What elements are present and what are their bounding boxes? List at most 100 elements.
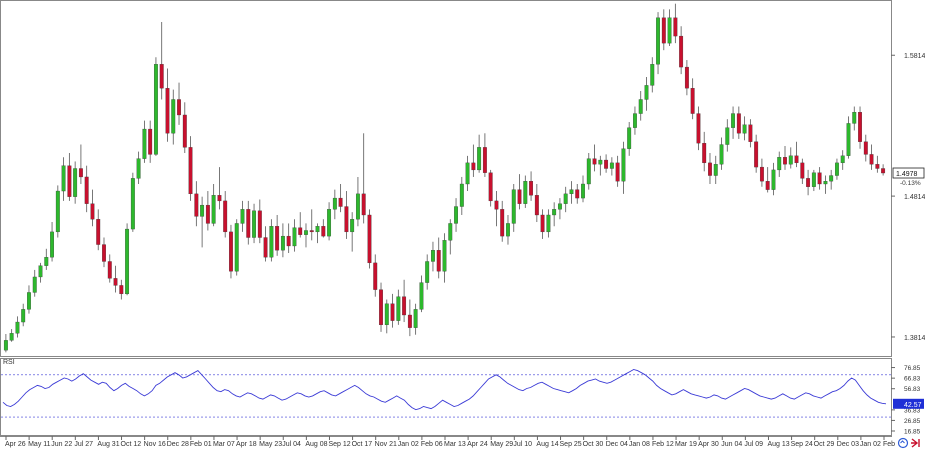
candle-up	[442, 240, 447, 272]
chart-shift-icon[interactable]	[911, 438, 920, 448]
time-tick-label: Jul 27	[74, 441, 93, 448]
auto-scroll-icon[interactable]	[897, 437, 909, 449]
time-tick-label: Oct 30	[583, 441, 604, 448]
time-tick-label: Feb 12	[652, 441, 674, 448]
candle-up	[638, 99, 643, 114]
candle-up	[431, 250, 435, 262]
candle-up	[731, 113, 736, 128]
time-tick-label: Jul 09	[744, 441, 763, 448]
candle-down	[488, 172, 493, 202]
price-change-label: -0.13%	[900, 180, 921, 187]
candle-down	[67, 165, 72, 197]
current-price-badge	[892, 167, 925, 179]
candle-down	[754, 141, 759, 168]
candle-down	[367, 214, 372, 264]
candle-up	[506, 223, 510, 237]
candle-down	[379, 289, 383, 326]
candle-up	[511, 189, 516, 224]
rsi-tick-label: 16.85	[904, 428, 921, 435]
candle-down	[748, 124, 753, 142]
candle-down	[783, 157, 787, 165]
candle-up	[211, 195, 216, 224]
candle-down	[309, 230, 314, 233]
candle-up	[777, 157, 782, 171]
candle-up	[44, 257, 49, 266]
candle-down	[679, 35, 684, 68]
candle-down	[517, 189, 522, 204]
candle-up	[3, 340, 8, 351]
time-tick-label: Jul 10	[513, 441, 532, 448]
rsi-line	[2, 369, 887, 411]
candle-up	[725, 127, 730, 145]
candle-up	[384, 303, 389, 326]
candle-down	[263, 237, 268, 258]
candle-down	[875, 164, 880, 169]
candle-down	[696, 113, 701, 144]
candle-up	[350, 219, 355, 233]
time-tick-label: Jul 04	[282, 441, 301, 448]
candle-up	[581, 183, 585, 199]
candle-down	[177, 99, 181, 116]
rsi-value-badge	[893, 398, 924, 409]
candle-up	[304, 230, 308, 235]
candle-up	[142, 128, 147, 159]
time-tick-label: Mar 19	[675, 441, 697, 448]
candle-down	[148, 128, 153, 155]
candle-up	[823, 181, 828, 185]
candle-down	[858, 112, 862, 142]
candle-down	[436, 250, 441, 272]
scroll-controls[interactable]	[897, 437, 920, 449]
candle-up	[633, 113, 637, 128]
candle-up	[563, 193, 568, 204]
time-tick-label: Feb 06	[421, 441, 443, 448]
candle-down	[817, 172, 822, 185]
time-tick-label: Apr 30	[698, 441, 719, 448]
candle-up	[835, 162, 839, 176]
candle-down	[217, 195, 222, 202]
price-tick-label: 1.5814	[904, 53, 925, 60]
candle-down	[708, 162, 712, 176]
rsi-pane-frame	[0, 358, 892, 436]
candle-down	[286, 235, 291, 247]
time-tick-label: Nov 16	[144, 441, 166, 448]
candle-up	[55, 190, 60, 233]
time-tick-label: Jun 04	[721, 441, 742, 448]
candle-up	[557, 203, 562, 210]
time-tick-label: Sep 25	[560, 441, 582, 448]
time-tick-label: Feb	[883, 441, 895, 448]
candle-up	[742, 124, 747, 134]
rsi-label: RSI	[3, 359, 15, 366]
candle-up	[771, 169, 776, 190]
time-tick-label: Dec 03	[837, 441, 859, 448]
candle-up	[586, 158, 591, 185]
candle-up	[32, 276, 37, 293]
candle-down	[246, 209, 251, 238]
candle-down	[592, 158, 597, 165]
candle-down	[494, 200, 499, 210]
time-tick-label: Jan 02	[860, 441, 881, 448]
candle-down	[390, 303, 395, 321]
candle-up	[38, 265, 43, 278]
candle-down	[615, 162, 620, 182]
candle-up	[713, 164, 718, 176]
candle-up	[136, 158, 141, 179]
price-pane-frame	[0, 0, 892, 357]
time-tick-label: May 11	[28, 441, 51, 448]
rsi-tick-label: 76.85	[904, 365, 921, 372]
candle-down	[84, 176, 89, 204]
candle-up	[656, 17, 660, 65]
candle-up	[852, 112, 857, 124]
candle-up	[153, 64, 158, 155]
time-tick-label: Aug 13	[767, 441, 789, 448]
time-tick-label: Nov 21	[375, 441, 397, 448]
candle-down	[407, 314, 412, 328]
candle-up	[21, 309, 26, 323]
candle-up	[454, 206, 458, 224]
candle-down	[188, 147, 193, 195]
time-axis: Apr 26 May 11 Jun 22 Jul 27 Aug 31 Oct 12 Nov …	[5, 436, 895, 448]
candle-up	[569, 189, 574, 195]
time-tick-label: Dec 04	[606, 441, 628, 448]
candle-up	[292, 227, 297, 247]
time-tick-label: Aug 31	[97, 441, 119, 448]
candle-down	[205, 204, 210, 224]
